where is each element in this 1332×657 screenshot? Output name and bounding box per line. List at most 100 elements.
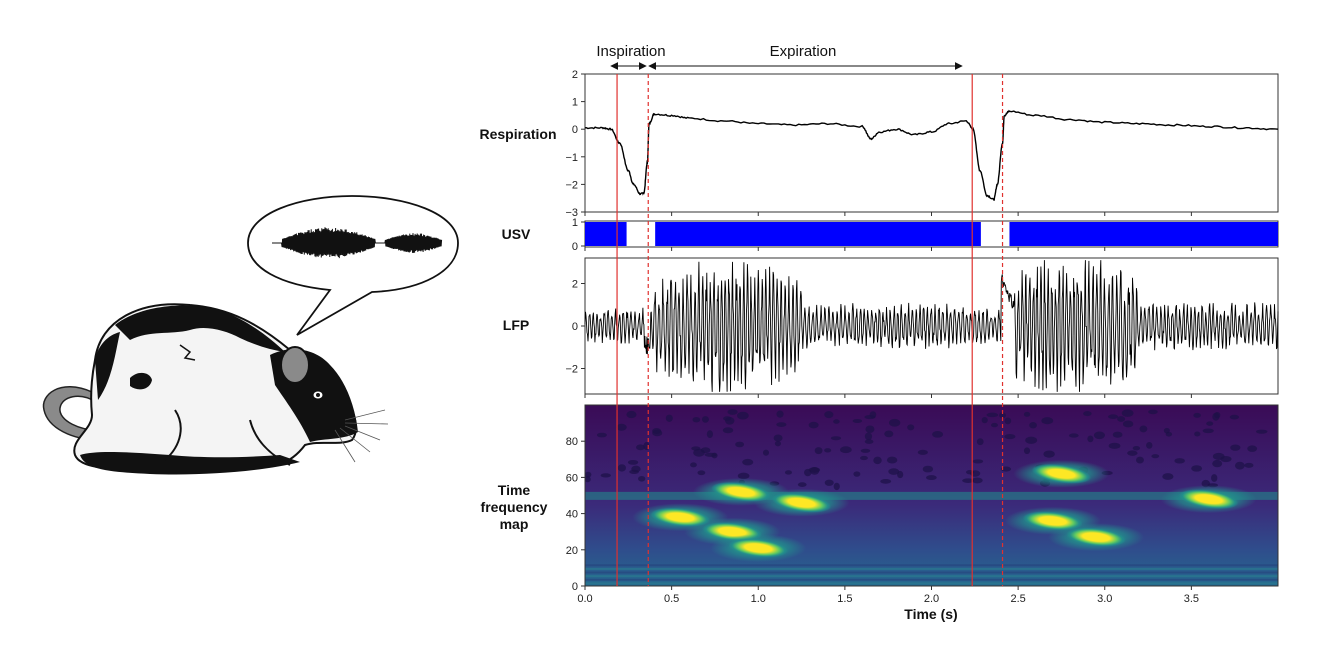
phase-marker-lines <box>616 74 1004 586</box>
tf-speckle <box>1202 428 1214 434</box>
tf-speckle <box>833 419 840 424</box>
tf-speckle <box>1151 454 1160 459</box>
tf-speckle <box>1234 461 1245 470</box>
tfmap-tick-label-0: 80 <box>566 436 578 448</box>
tf-speckle <box>922 465 934 473</box>
tf-speckle <box>616 423 627 431</box>
rat-spot <box>130 372 152 390</box>
tf-hot-spot-4 <box>771 492 832 513</box>
usv-tick-label-1: 0 <box>572 241 578 253</box>
tf-speckle <box>1004 417 1012 425</box>
tf-speckle <box>852 418 863 423</box>
tf-speckle <box>723 416 732 421</box>
tf-speckle <box>1148 409 1158 415</box>
tf-speckle <box>722 427 734 434</box>
usv-tick-label-0: 1 <box>572 217 578 229</box>
tf-speckle <box>617 464 626 472</box>
lfp-label: LFP <box>503 317 529 333</box>
expiration-annotation: Expiration <box>770 43 837 60</box>
tf-speckle <box>917 449 928 455</box>
rat-whiskers <box>334 409 389 463</box>
tf-speckle <box>981 417 988 424</box>
tf-speckle <box>701 416 709 423</box>
tf-speckle <box>1108 442 1121 449</box>
tf-speckle <box>737 411 749 420</box>
respiration-tick-label-2: 0 <box>572 124 578 136</box>
tf-speckle <box>704 452 717 457</box>
tf-speckle <box>1229 414 1240 420</box>
tf-band-0 <box>585 564 1278 567</box>
tf-speckle <box>1135 456 1144 464</box>
usv-waveform-icon <box>272 227 443 259</box>
tf-speckle <box>1041 417 1054 425</box>
tf-speckle <box>1194 431 1201 437</box>
tf-speckle <box>1083 411 1092 417</box>
tf-band-4 <box>585 578 1278 581</box>
tf-speckle <box>1206 421 1214 426</box>
tf-speckle <box>585 476 591 483</box>
tf-speckle <box>1165 431 1173 437</box>
tf-speckle <box>1193 412 1201 418</box>
x-tick-label-5: 2.5 <box>1010 593 1025 605</box>
tf-hot-spot-3 <box>711 482 771 502</box>
tf-speckle <box>1004 434 1016 440</box>
x-axis-title: Time (s) <box>904 606 957 622</box>
tfmap-label-line-3: map <box>500 516 529 532</box>
tf-hot-spot-5 <box>1022 511 1083 531</box>
tf-speckle <box>1023 411 1031 417</box>
rat-front-leg <box>164 409 291 466</box>
tf-speckle <box>962 478 974 483</box>
tf-speckle <box>737 472 750 480</box>
tf-speckle <box>888 418 901 427</box>
rat-body <box>73 303 357 470</box>
tf-speckle <box>1121 409 1134 417</box>
respiration-tick-label-5: −3 <box>565 207 578 219</box>
respiration-tick-label-3: −1 <box>565 152 578 164</box>
tf-speckle <box>907 424 915 431</box>
time-frequency-heatmap <box>585 405 1278 586</box>
tfmap-tick-label-2: 40 <box>566 509 578 521</box>
tf-speckle <box>1255 429 1268 434</box>
x-tick-label-1: 0.5 <box>664 593 679 605</box>
tf-speckle <box>886 456 898 464</box>
tf-speckle <box>626 410 637 419</box>
lfp-trace <box>584 260 1279 392</box>
tf-hot-spot-0 <box>650 507 711 527</box>
tf-band-1 <box>585 567 1278 570</box>
respiration-plot-frame <box>584 73 1279 213</box>
usv-on-segment-0 <box>585 222 627 246</box>
respiration-trace <box>584 109 1279 201</box>
tf-background-speckle <box>585 409 1268 491</box>
tf-speckle <box>976 438 984 446</box>
tf-speckle <box>1247 445 1258 452</box>
tf-speckle <box>853 471 861 477</box>
tf-speckle <box>830 436 842 441</box>
tf-speckle <box>652 429 663 437</box>
tf-band-5 <box>585 582 1278 585</box>
tf-speckle <box>880 479 892 484</box>
usv-label: USV <box>502 226 531 242</box>
usv-bars <box>585 222 1278 246</box>
tf-speckle <box>888 468 900 475</box>
usv-on-segment-2 <box>1009 222 1278 246</box>
tf-speckle <box>824 479 834 486</box>
tf-speckle <box>665 414 673 422</box>
tf-band-2 <box>585 571 1278 574</box>
tf-speckle <box>926 475 937 481</box>
tf-speckle <box>824 448 832 453</box>
tf-low-frequency-bands <box>585 491 1278 585</box>
tf-hot-spot-6 <box>1066 527 1126 547</box>
tf-speckle <box>1212 459 1223 468</box>
speech-bubble <box>247 195 459 336</box>
tf-speckle <box>627 459 639 465</box>
tf-speckle <box>1132 446 1141 451</box>
respiration-label: Respiration <box>479 126 556 142</box>
tf-speckle <box>1162 473 1174 480</box>
tf-speckle <box>585 471 592 478</box>
tf-speckle <box>986 412 999 418</box>
tfmap-label-line-1: Time <box>498 482 531 498</box>
tfmap-label-line-2: frequency <box>481 499 548 515</box>
tf-speckle <box>629 469 639 474</box>
lfp-tick-label-0: 2 <box>572 279 578 291</box>
